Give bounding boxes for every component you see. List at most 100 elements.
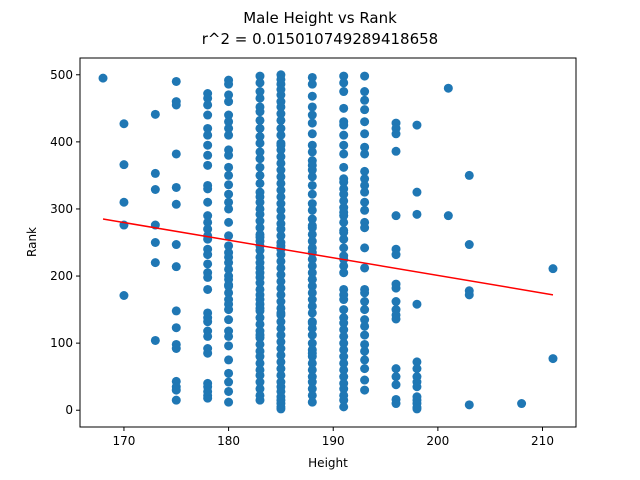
data-point: [171, 182, 181, 192]
data-point: [391, 399, 401, 409]
data-point: [203, 217, 213, 227]
data-point: [171, 385, 181, 395]
data-point: [307, 189, 317, 199]
data-point: [276, 185, 286, 195]
data-point: [276, 357, 286, 367]
data-point: [360, 330, 370, 340]
data-point: [464, 170, 474, 180]
data-point: [203, 393, 213, 403]
data-point: [276, 276, 286, 286]
data-point: [360, 166, 370, 176]
data-point: [255, 115, 265, 125]
data-point: [255, 319, 265, 329]
data-point: [203, 224, 213, 234]
data-point: [203, 110, 213, 120]
data-point: [203, 386, 213, 396]
data-point: [276, 263, 286, 273]
data-point: [391, 250, 401, 260]
data-point: [255, 313, 265, 323]
data-point: [171, 76, 181, 86]
data-point: [548, 354, 558, 364]
data-point: [276, 192, 286, 202]
data-point: [307, 330, 317, 340]
data-point: [339, 358, 349, 368]
data-point: [307, 301, 317, 311]
data-point: [276, 317, 286, 327]
data-point: [339, 120, 349, 130]
data-point: [339, 325, 349, 335]
data-point: [171, 306, 181, 316]
data-point: [391, 283, 401, 293]
data-point: [464, 400, 474, 410]
data-point: [360, 71, 370, 81]
data-point: [255, 339, 265, 349]
data-point: [224, 241, 234, 251]
data-point: [171, 323, 181, 333]
data-point: [360, 223, 370, 233]
data-point: [412, 364, 422, 374]
data-point: [224, 231, 234, 241]
data-point: [360, 243, 370, 253]
data-point: [171, 395, 181, 405]
data-point: [339, 338, 349, 348]
data-point: [224, 117, 234, 127]
data-point: [307, 377, 317, 387]
data-point: [255, 170, 265, 180]
data-point: [255, 87, 265, 97]
data-point: [255, 107, 265, 117]
data-point: [203, 100, 213, 110]
data-point: [276, 152, 286, 162]
data-point: [339, 372, 349, 382]
data-point: [203, 150, 213, 160]
data-point: [255, 303, 265, 313]
data-point: [276, 344, 286, 353]
data-point: [276, 102, 286, 112]
data-point: [203, 317, 213, 327]
data-point: [339, 217, 349, 227]
data-point: [276, 178, 286, 188]
data-point: [307, 348, 317, 358]
data-point: [412, 357, 422, 367]
data-point: [276, 290, 286, 300]
plot-marks: [98, 70, 558, 414]
data-point: [339, 365, 349, 375]
data-point: [224, 305, 234, 315]
data-point: [307, 254, 317, 264]
data-point: [307, 118, 317, 128]
data-point: [224, 97, 234, 107]
data-point: [307, 205, 317, 215]
data-point: [224, 341, 234, 351]
data-point: [307, 236, 317, 246]
data-point: [224, 315, 234, 325]
data-point: [171, 199, 181, 209]
data-point: [360, 87, 370, 97]
data-point: [255, 123, 265, 133]
data-point: [307, 261, 317, 271]
data-point: [339, 305, 349, 315]
data-point: [307, 72, 317, 82]
data-point: [224, 331, 234, 341]
data-point: [391, 211, 401, 221]
data-point: [360, 385, 370, 395]
y-axis-label: Rank: [25, 227, 39, 257]
data-point: [339, 234, 349, 244]
data-point: [339, 87, 349, 97]
data-point: [119, 291, 129, 300]
data-point: [171, 100, 181, 110]
data-point: [224, 189, 234, 199]
x-tick-label: 210: [531, 434, 554, 448]
data-point: [307, 390, 317, 400]
data-point: [360, 346, 370, 356]
data-point: [307, 274, 317, 284]
data-point: [360, 263, 370, 273]
plot-frame: [79, 57, 577, 428]
data-point: [307, 268, 317, 278]
data-point: [255, 358, 265, 368]
x-tick-label: 190: [322, 434, 345, 448]
data-point: [339, 395, 349, 405]
x-tick-label: 170: [112, 434, 135, 448]
data-point: [276, 308, 286, 318]
data-point: [150, 168, 160, 178]
data-point: [307, 129, 317, 139]
